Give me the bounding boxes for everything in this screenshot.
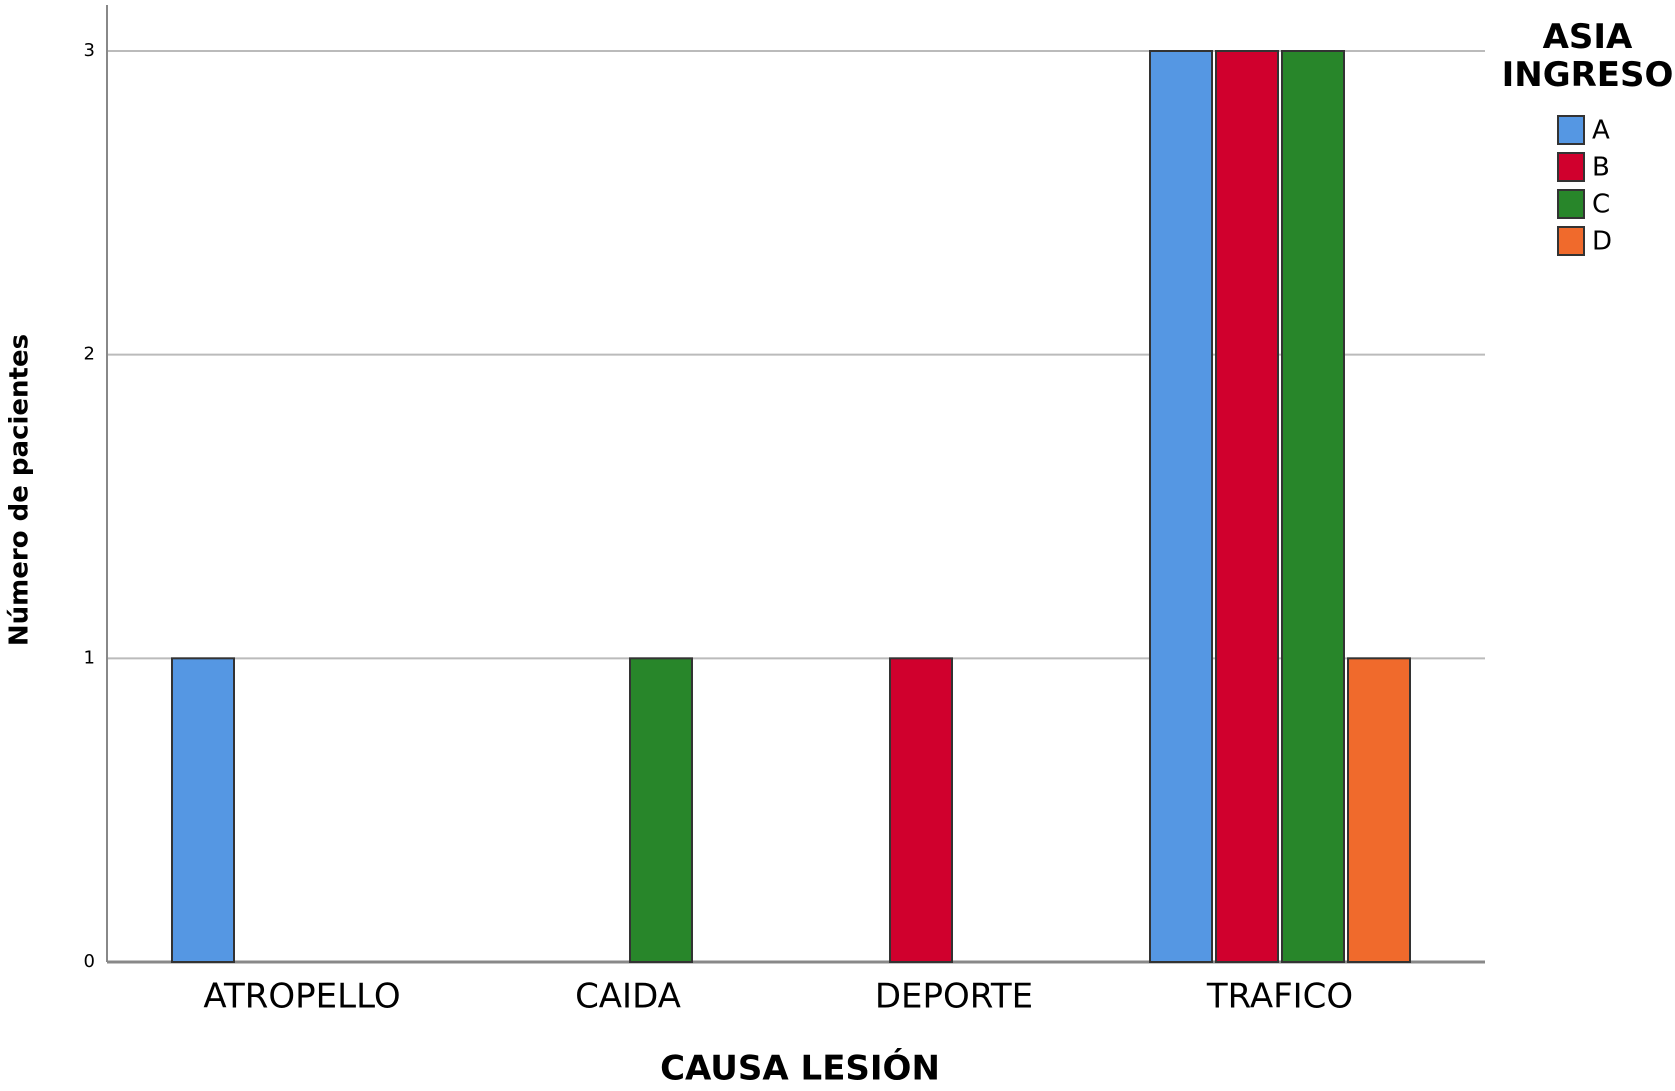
legend-label: A xyxy=(1592,116,1610,146)
bar xyxy=(889,657,953,963)
bar xyxy=(1281,50,1345,963)
bar xyxy=(171,657,235,963)
bar xyxy=(1149,50,1213,963)
y-axis-title: Número de pacientes xyxy=(5,334,35,646)
x-tick-label: DEPORTE xyxy=(875,977,1033,1017)
legend-label: C xyxy=(1592,190,1610,220)
bar xyxy=(1347,657,1411,963)
legend-swatch xyxy=(1557,152,1585,182)
legend-label: D xyxy=(1592,227,1612,257)
y-tick-label: 2 xyxy=(84,344,95,365)
y-tick-label: 3 xyxy=(84,40,95,61)
legend-swatch xyxy=(1557,115,1585,145)
y-tick-label: 0 xyxy=(84,951,95,972)
bar xyxy=(629,657,693,963)
legend-swatch xyxy=(1557,226,1585,256)
x-axis-title: CAUSA LESIÓN xyxy=(660,1048,940,1089)
legend-label: B xyxy=(1592,153,1610,183)
x-tick-label: TRAFICO xyxy=(1206,977,1353,1017)
y-tick-label: 1 xyxy=(84,647,95,668)
legend-title: ASIA INGRESO xyxy=(1501,17,1674,95)
bar xyxy=(1215,50,1279,963)
x-tick-label: CAIDA xyxy=(575,977,681,1017)
legend-swatch xyxy=(1557,189,1585,219)
x-tick-label: ATROPELLO xyxy=(203,977,400,1017)
